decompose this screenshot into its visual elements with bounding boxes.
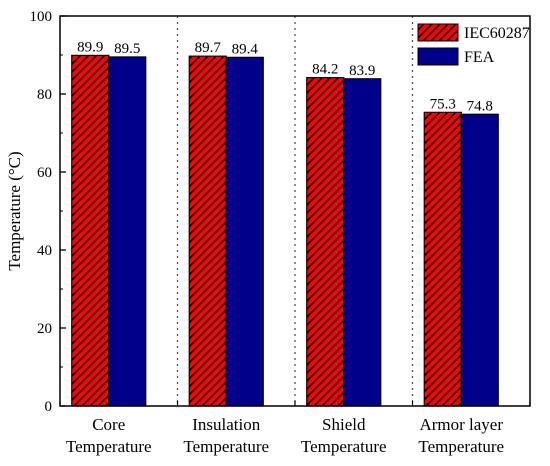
x-tick-label: Temperature	[301, 437, 387, 456]
data-label: 74.8	[467, 98, 493, 114]
x-tick-label: Temperature	[66, 437, 152, 456]
y-axis-title: Temperature (°C)	[5, 151, 24, 270]
bar-iec60287-1	[188, 55, 227, 407]
data-label: 89.7	[195, 40, 222, 56]
legend-swatch-fea	[417, 47, 459, 66]
x-tick-label: Core	[92, 415, 125, 434]
bar-iec60287-2	[306, 77, 345, 407]
y-tick-label: 100	[30, 9, 53, 25]
data-label: 89.4	[232, 41, 259, 57]
bar-fea-2	[343, 78, 382, 407]
x-tick-label: Armor layer	[419, 415, 503, 434]
data-label: 84.2	[312, 62, 338, 78]
bar-fea-1	[225, 56, 264, 407]
plot-area: 89.9 89.5 Core Temperature 89.7 89.4 Insulatio…	[30, 9, 531, 456]
x-tick-label: Temperature	[183, 437, 269, 456]
data-label: 89.9	[77, 39, 103, 55]
x-tick-label: Temperature	[418, 437, 504, 456]
data-label: 83.9	[349, 63, 375, 79]
bar-iec60287-3	[423, 111, 462, 407]
y-tick-label: 60	[37, 165, 52, 181]
y-tick-label: 0	[45, 399, 53, 415]
x-tick-label: Insulation	[192, 415, 260, 434]
data-label: 89.5	[114, 41, 140, 57]
y-tick-label: 80	[37, 87, 52, 103]
y-tick-label: 20	[37, 321, 52, 337]
x-tick-label: Shield	[322, 415, 366, 434]
bar-iec60287-0	[71, 54, 110, 407]
legend-label: IEC60287	[464, 25, 530, 42]
bar-fea-3	[460, 113, 499, 407]
legend-label: FEA	[464, 49, 495, 66]
y-tick-label: 40	[37, 243, 52, 259]
data-label: 75.3	[430, 96, 456, 112]
legend-swatch-iec60287	[417, 23, 459, 42]
bar-fea-0	[108, 56, 147, 407]
